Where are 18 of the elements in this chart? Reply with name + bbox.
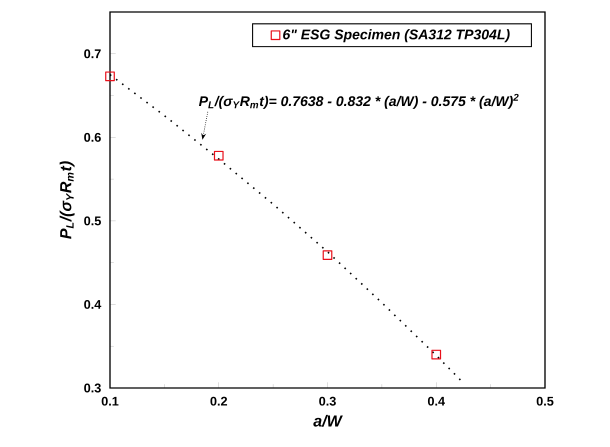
x-tick-label: 0.2 — [210, 396, 228, 406]
y-tick-label: 0.5 — [84, 216, 101, 226]
y-tick-label: 0.3 — [84, 384, 101, 392]
y-tick-label: 0.4 — [84, 300, 102, 309]
y-axis-title: P$_{L}$/(σ$_{Y}$R$_{m}$t) — [60, 161, 75, 239]
x-tick-label: 0.5 — [536, 396, 554, 406]
annotation: P$_{L}$/(σ$_{Y}$R$_{m}$t)= 0.7638 - 0.832 * (a/W) - 0.575 * (a/W)$^{2}$ — [198, 94, 519, 109]
x-axis-title: a/W — [313, 414, 343, 427]
point — [322, 250, 332, 260]
x-tick-label: 0.4 — [428, 396, 445, 406]
x-tick-label: 0.3 — [319, 396, 336, 406]
point — [431, 350, 442, 360]
legend-label: 6" ESG Specimen (SA312 TP304L) — [283, 29, 510, 42]
y-tick-label: 0.7 — [84, 49, 101, 58]
x-tick-label: 0.1 — [102, 396, 118, 406]
y-tick-label: 0.6 — [84, 132, 101, 142]
point — [105, 71, 115, 82]
point — [214, 150, 224, 161]
